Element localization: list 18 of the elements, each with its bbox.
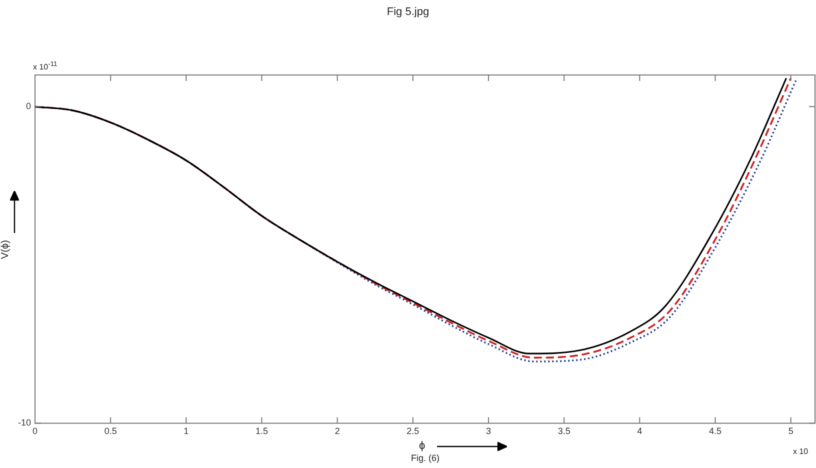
text: x 10$^{-11}$ [33,61,58,72]
text: Fig. (6) [411,453,440,464]
x-tick-label: 3.5 [558,426,570,436]
x-tick-label: 2.5 [406,426,420,436]
chart-title: Fig 5.jpg [386,6,430,18]
x-tick-label: 4.5 [708,426,722,436]
x-tick-label: 1.5 [255,426,268,436]
x-tick-label: 2 [334,426,340,436]
x-tick-label: 4 [637,426,642,436]
y-axis-title: V(ϕ) [0,240,11,260]
x-tick-label: 0 [32,426,38,436]
text: x 10 [793,447,808,456]
x-axis-title: ϕ [419,440,426,452]
y-tick-label: -10 [18,418,32,428]
x-tick-label: 3 [486,426,491,436]
x-tick-label: 0.5 [104,426,117,436]
x-tick-label: 1 [184,426,189,436]
x-tick-label: 5 [788,426,794,436]
